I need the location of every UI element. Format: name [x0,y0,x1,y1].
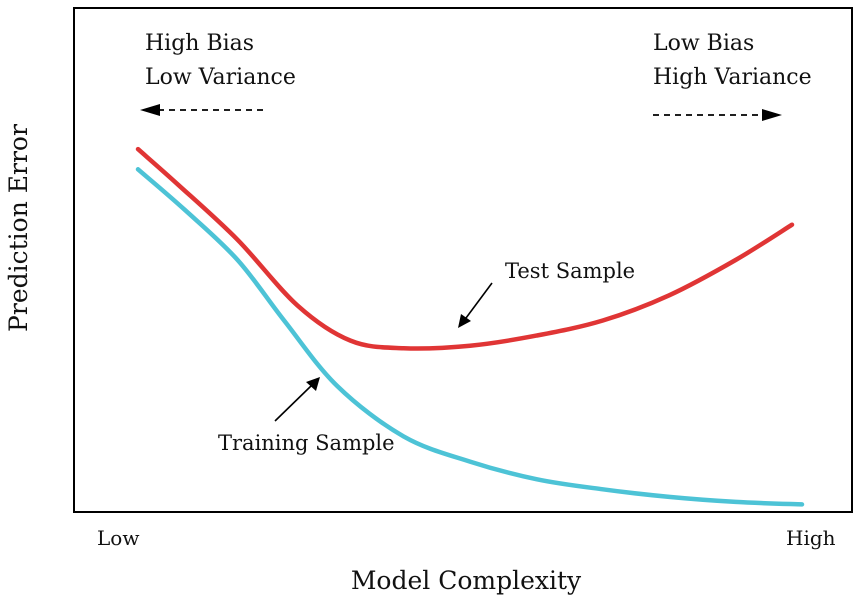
test-sample-label: Test Sample [505,259,635,283]
training-sample-arrowhead-icon [306,377,320,391]
left-arrowhead-icon [140,104,160,116]
high-variance-label: High Variance [653,65,812,90]
x-tick-high: High [786,526,836,550]
low-bias-label: Low Bias [653,31,754,56]
training-sample-label: Training Sample [218,431,395,455]
low-variance-label: Low Variance [145,65,296,90]
training-sample-pointer-line [274,385,312,422]
x-axis-title: Model Complexity [351,566,582,595]
test-sample-arrowhead-icon [458,314,471,328]
test-sample-pointer-line [465,282,493,319]
training-sample-curve [135,167,805,507]
right-arrowhead-icon [762,109,782,121]
high-bias-label: High Bias [145,31,254,56]
x-tick-low: Low [97,526,139,550]
y-axis-title: Prediction Error [4,124,33,332]
plot-frame [73,7,853,513]
test-sample-curve [135,146,795,351]
